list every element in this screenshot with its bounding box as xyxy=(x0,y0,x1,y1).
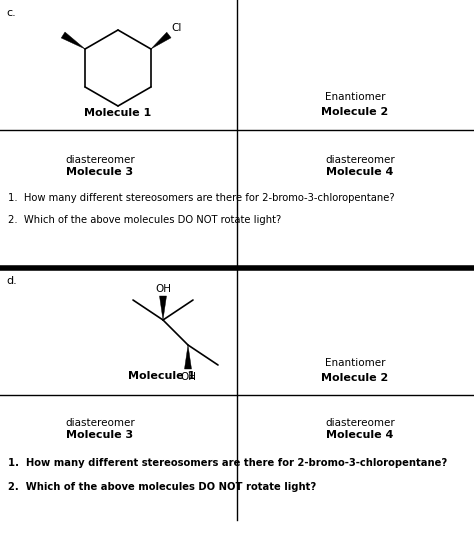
Text: Molecule 1: Molecule 1 xyxy=(128,371,196,381)
Text: 1.  How many different stereosomers are there for 2-bromo-3-chloropentane?: 1. How many different stereosomers are t… xyxy=(8,193,395,203)
Text: diastereomer: diastereomer xyxy=(65,418,135,428)
Text: Molecule 2: Molecule 2 xyxy=(321,107,389,117)
Text: OH: OH xyxy=(155,284,171,294)
Text: Molecule 4: Molecule 4 xyxy=(326,430,394,440)
Polygon shape xyxy=(151,32,171,49)
Text: c.: c. xyxy=(6,8,16,18)
Text: Molecule 2: Molecule 2 xyxy=(321,373,389,383)
Polygon shape xyxy=(61,32,85,49)
Text: d.: d. xyxy=(6,276,17,286)
Text: diastereomer: diastereomer xyxy=(65,155,135,165)
Text: Molecule 3: Molecule 3 xyxy=(66,167,134,177)
Text: Cl: Cl xyxy=(171,23,181,33)
Text: 2.  Which of the above molecules DO NOT rotate light?: 2. Which of the above molecules DO NOT r… xyxy=(8,482,316,492)
Text: 2.  Which of the above molecules DO NOT rotate light?: 2. Which of the above molecules DO NOT r… xyxy=(8,215,281,225)
Text: diastereomer: diastereomer xyxy=(325,418,395,428)
Text: diastereomer: diastereomer xyxy=(325,155,395,165)
Text: OH: OH xyxy=(180,372,196,382)
Text: Molecule 4: Molecule 4 xyxy=(326,167,394,177)
Text: Molecule 1: Molecule 1 xyxy=(84,108,152,118)
Text: Molecule 3: Molecule 3 xyxy=(66,430,134,440)
Text: 1.  How many different stereosomers are there for 2-bromo-3-chloropentane?: 1. How many different stereosomers are t… xyxy=(8,458,447,468)
Text: Enantiomer: Enantiomer xyxy=(325,358,385,368)
Polygon shape xyxy=(159,296,166,320)
Text: Enantiomer: Enantiomer xyxy=(325,92,385,102)
Polygon shape xyxy=(184,345,191,369)
